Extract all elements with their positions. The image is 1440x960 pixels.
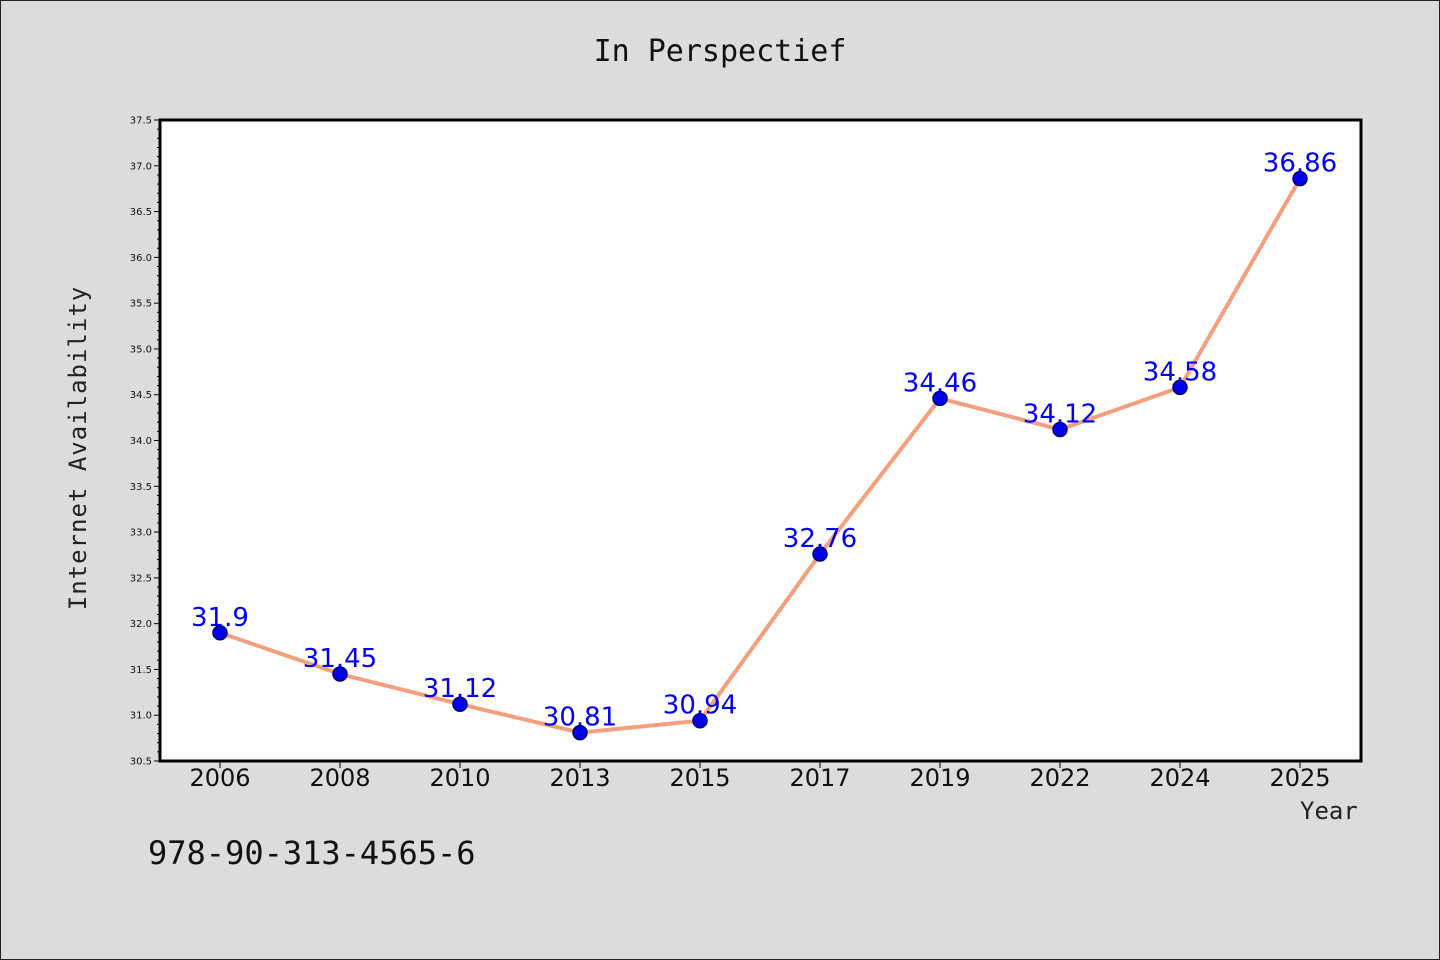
- x-tick-label: 2008: [309, 764, 370, 792]
- data-point: [932, 390, 948, 407]
- data-label: 34.12: [1023, 400, 1097, 430]
- x-tick-label: 2024: [1149, 764, 1210, 792]
- y-tick-label: 34.0: [130, 436, 152, 447]
- y-tick-label: 33.5: [130, 482, 152, 493]
- data-label: 30.81: [543, 703, 617, 733]
- chart-title: In Perspectief: [593, 34, 847, 69]
- data-point: [1292, 170, 1308, 187]
- y-tick-label: 35.5: [130, 299, 152, 310]
- data-point: [212, 625, 228, 641]
- y-tick-label: 30.5: [130, 757, 152, 768]
- y-tick-label: 32.5: [130, 573, 152, 584]
- data-label: 31.9: [191, 603, 249, 633]
- data-point: [332, 666, 348, 682]
- x-tick-label: 2015: [669, 764, 730, 792]
- y-tick-label: 31.0: [130, 711, 152, 722]
- series-line: [218, 176, 1302, 735]
- data-label: 32.76: [783, 524, 857, 554]
- data-label: 30.94: [663, 691, 737, 721]
- plot-area: [158, 118, 1363, 763]
- data-point: [1172, 379, 1188, 396]
- y-tick-label: 31.5: [130, 665, 152, 676]
- x-tick-label: 2025: [1269, 764, 1330, 792]
- x-axis-label: Year: [1300, 797, 1358, 825]
- data-point: [1052, 421, 1068, 438]
- y-tick-label: 37.5: [130, 116, 152, 127]
- x-tick-label: 2017: [789, 764, 850, 792]
- y-tick-label: 37.0: [130, 161, 152, 172]
- data-label: 34.58: [1143, 357, 1217, 387]
- y-tick-label: 36.0: [130, 253, 152, 264]
- data-label: 36.86: [1263, 149, 1337, 179]
- y-tick-label: 32.0: [130, 619, 152, 630]
- x-tick-label: 2006: [189, 764, 250, 792]
- y-tick-label: 33.0: [130, 528, 152, 539]
- data-label: 31.45: [303, 644, 377, 674]
- y-tick-label: 36.5: [130, 207, 152, 218]
- data-label: 34.46: [903, 368, 977, 398]
- data-point: [572, 724, 588, 741]
- y-tick-label: 35.0: [130, 344, 152, 355]
- data-point: [692, 712, 708, 729]
- data-label: 31.12: [423, 674, 497, 704]
- x-tick-label: 2013: [549, 764, 610, 792]
- x-tick-label: 2010: [429, 764, 490, 792]
- x-tick-label: 2022: [1029, 764, 1090, 792]
- y-tick-label: 34.5: [130, 390, 152, 401]
- data-point: [452, 696, 468, 712]
- data-point: [812, 546, 828, 562]
- x-tick-label: 2019: [909, 764, 970, 792]
- isbn-footer: 978-90-313-4565-6: [148, 834, 476, 872]
